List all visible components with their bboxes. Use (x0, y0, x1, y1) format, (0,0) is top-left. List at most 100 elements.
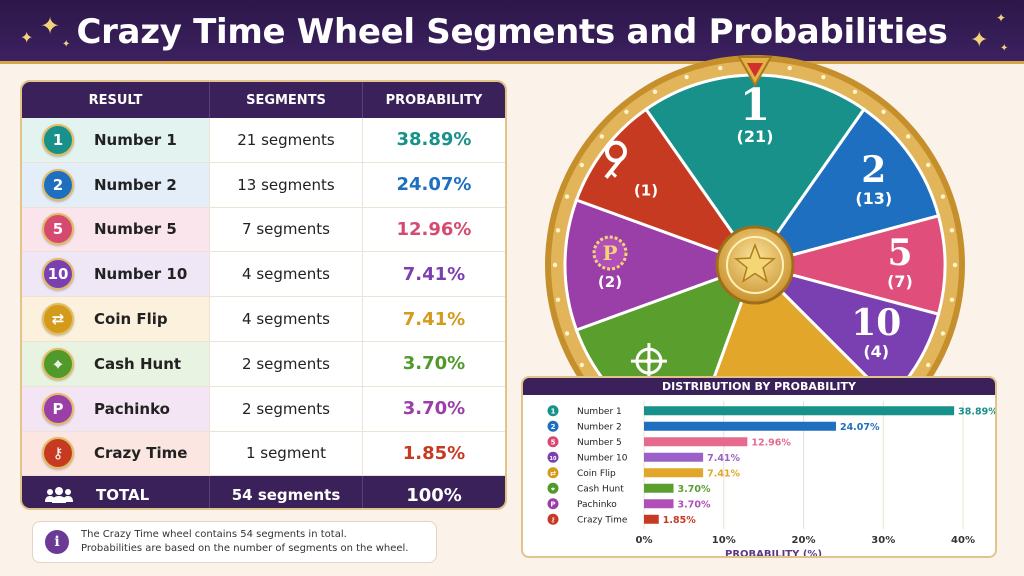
result-label: Cash Hunt (94, 354, 182, 373)
total-segments: 54 segments (210, 476, 363, 508)
wheel-segment (751, 107, 941, 268)
pointer-gem-icon (747, 63, 763, 77)
x-axis-label: PROBABILITY (%) (725, 549, 822, 556)
wheel-segment-count: (4) (863, 342, 889, 361)
bar (644, 421, 836, 431)
table-row: ⚷ Crazy Time 1 segment 1.85% (22, 431, 505, 477)
probability-cell: 38.89% (396, 129, 472, 151)
category-label: Number 10 (577, 453, 628, 463)
sparkle-icon: ✦ (20, 28, 34, 47)
rim-light (940, 331, 946, 336)
wheel-segment-label: 5 (887, 232, 912, 274)
rim-light (555, 228, 561, 233)
probability-cell: 7.41% (402, 263, 466, 285)
table-row: 5 Number 5 7 segments 12.96% (22, 207, 505, 253)
sparkle-icon: ✦ (1000, 43, 1009, 54)
header-result: RESULT (22, 82, 210, 118)
sparkle-icon: ✦ (40, 12, 61, 40)
category-label: Number 2 (577, 422, 622, 432)
result-label: Crazy Time (94, 444, 188, 463)
number-2-icon: 2 (42, 168, 74, 201)
coin-flip-icon: ⇄ (42, 303, 74, 336)
wheel-segment-label: 1 (740, 80, 771, 131)
bar-value-label: 1.85% (663, 515, 696, 526)
rim-light (852, 89, 858, 94)
header-segments: SEGMENTS (210, 82, 363, 118)
category-label: Pachinko (577, 500, 617, 510)
pachinko-icon (547, 498, 559, 510)
rim-light (579, 162, 584, 168)
probability-cell: 3.70% (402, 353, 466, 375)
result-label: Number 5 (94, 220, 177, 239)
number-10-icon: 10 (42, 258, 74, 291)
wheel-segment (574, 107, 759, 269)
number-1-icon: 1 (42, 123, 74, 156)
bar (644, 452, 704, 462)
category-icon-glyph: ⚷ (550, 516, 555, 524)
rim-light (579, 362, 584, 368)
category-label: Number 1 (577, 407, 622, 417)
note-line-2: Probabilities are based on the number of… (81, 543, 409, 554)
wheel-segment-count: (7) (887, 272, 913, 291)
wheel-hub-ring (726, 236, 784, 294)
crazy-time-key-icon: ⚷ (42, 437, 74, 470)
rim-light (926, 162, 931, 168)
x-tick-label: 0% (636, 535, 653, 546)
wheel-segment (563, 198, 760, 332)
chart-title: DISTRIBUTION BY PROBABILITY (523, 378, 995, 395)
total-label: TOTAL (96, 486, 150, 505)
category-label: Crazy Time (577, 515, 628, 525)
rim-light (624, 109, 629, 114)
category-label: Number 5 (577, 438, 622, 448)
crazy-time-wheel: 1(21)2(13)5(7)10(4)⇄(4)(2)P(2)(1) (545, 55, 965, 475)
wheel-segment-count: (2) (598, 273, 622, 291)
rim-light (599, 134, 604, 139)
probability-cell: 3.70% (402, 398, 466, 420)
rim-light (787, 65, 792, 71)
bar (644, 468, 704, 478)
number-5-icon (547, 436, 559, 448)
segments-cell: 21 segments (210, 118, 363, 162)
wheel-segment-label: 10 (851, 302, 901, 344)
segments-cell: 4 segments (210, 297, 363, 341)
rim-light (881, 109, 886, 114)
wheel-segment-count: (1) (634, 182, 658, 200)
category-label: Cash Hunt (577, 484, 624, 494)
rim-light (552, 262, 558, 268)
info-icon: i (45, 530, 69, 554)
sparkle-icon: ✦ (62, 39, 71, 50)
segments-cell: 2 segments (210, 386, 363, 431)
rim-light (949, 297, 955, 302)
segments-table: RESULT SEGMENTS PROBABILITY 1 Number 1 21 … (20, 80, 507, 510)
table-row: P Pachinko 2 segments 3.70% (22, 386, 505, 432)
star-icon (733, 242, 777, 283)
result-label: Number 1 (94, 130, 177, 149)
probability-cell: 1.85% (402, 442, 466, 464)
x-tick-label: 20% (792, 535, 816, 546)
table-row: 1 Number 1 21 segments 38.89% (22, 118, 505, 163)
segments-cell: 2 segments (210, 341, 363, 386)
header-banner: ✦ ✦ ✦ ✦ ✦ ✦ Crazy Time Wheel Segments an… (0, 0, 1024, 64)
table-row: 2 Number 2 13 segments 24.07% (22, 162, 505, 208)
number-1-icon (547, 405, 559, 417)
bar-value-label: 7.41% (707, 468, 740, 479)
result-label: Coin Flip (94, 310, 168, 329)
bar-value-label: 12.96% (751, 437, 791, 448)
wheel-segment (749, 213, 947, 317)
cash-hunt-icon: ⌖ (42, 347, 74, 380)
segments-cell: 13 segments (210, 162, 363, 207)
rim-light (952, 262, 958, 268)
table-body: 1 Number 1 21 segments 38.89% 2 Number 2 13 se… (22, 118, 505, 477)
x-tick-label: 40% (951, 535, 975, 546)
pachinko-icon: P (42, 392, 74, 425)
x-tick-label: 30% (871, 535, 895, 546)
segments-cell: 4 segments (210, 252, 363, 297)
bar (644, 499, 674, 509)
x-tick-label: 10% (712, 535, 736, 546)
table-row: 10 Number 10 4 segments 7.41% (22, 252, 505, 298)
rim-light (718, 65, 723, 71)
rim-light (821, 74, 826, 80)
crazy-time-key-icon (547, 513, 559, 525)
number-5-icon: 5 (42, 213, 74, 246)
category-icon-glyph: 5 (551, 438, 556, 446)
